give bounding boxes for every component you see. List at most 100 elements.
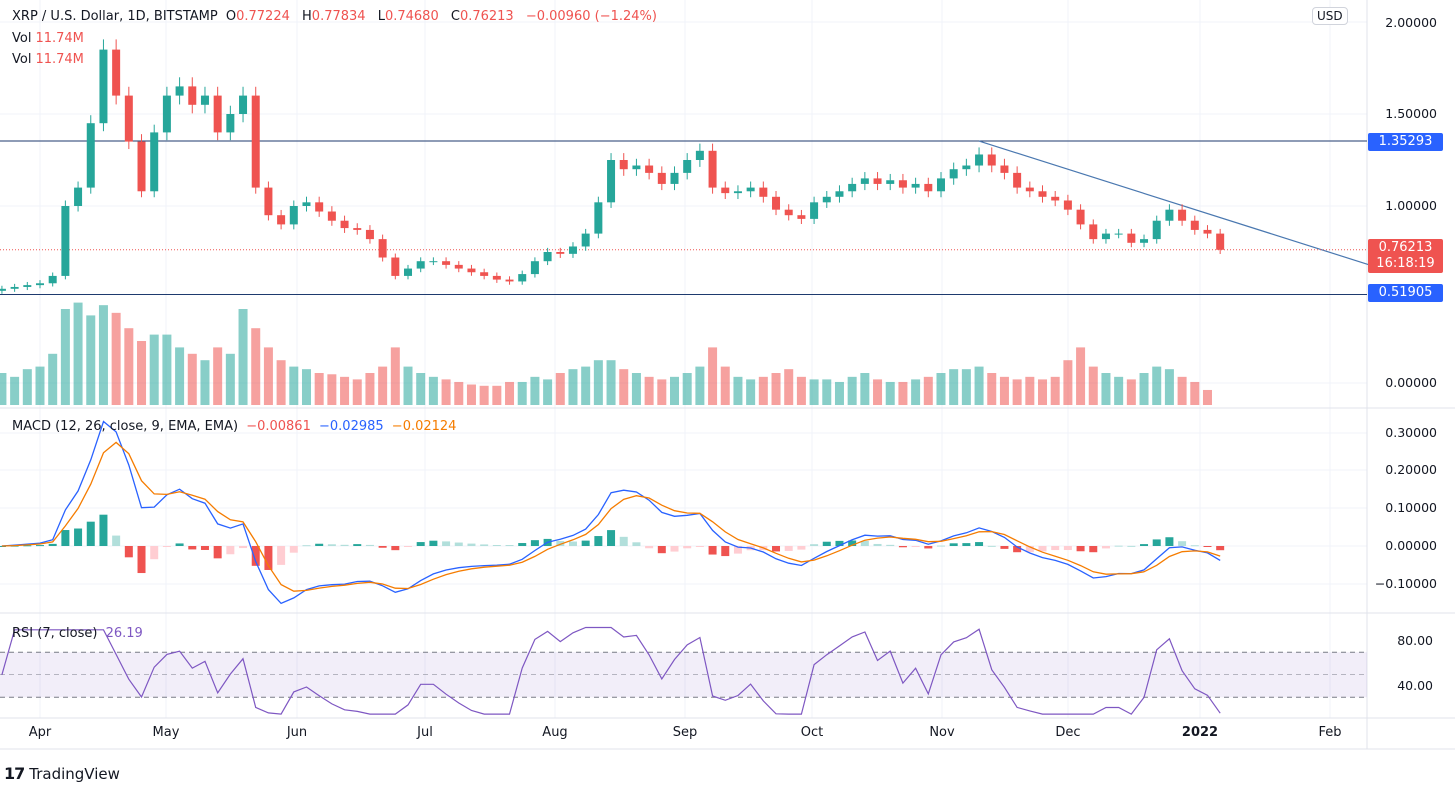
macd-histogram-bar (733, 546, 742, 554)
macd-histogram-bar (378, 546, 387, 548)
candle (505, 276, 514, 285)
macd-histogram-bar (886, 544, 895, 546)
macd-histogram-bar (873, 543, 882, 546)
price-tick: 2.00000 (1385, 15, 1437, 30)
volume-bar (631, 373, 641, 405)
volume-bar (911, 379, 921, 405)
candle (1203, 225, 1212, 239)
candle (708, 143, 717, 194)
candle (1013, 166, 1022, 194)
candle-body (645, 165, 654, 173)
candle (543, 247, 552, 266)
macd-histogram-bar (898, 546, 907, 548)
candle (657, 166, 666, 191)
candle-body (137, 141, 146, 192)
candle (404, 264, 413, 280)
ohlc-open: O0.77224 (226, 9, 294, 24)
macd-histogram-bar (36, 545, 44, 547)
volume-bar (555, 373, 565, 405)
candle (1178, 204, 1187, 226)
macd-histogram-bar (835, 540, 844, 546)
high-label: H (302, 9, 312, 24)
volume-bar (22, 369, 32, 405)
macd-histogram-bar (683, 546, 692, 549)
tradingview-logo[interactable]: 17 TradingView (4, 764, 120, 783)
candle (315, 196, 324, 217)
candle (721, 181, 730, 200)
candle (810, 196, 819, 225)
vol-value: 11.74M (35, 31, 84, 46)
candle-body (505, 279, 514, 282)
macd-histogram-bar (467, 543, 476, 546)
candle (518, 270, 527, 285)
volume-bar (149, 334, 159, 405)
candle-body (454, 264, 463, 269)
macd-histogram-bar (353, 544, 362, 546)
macd-histogram-bar (975, 542, 984, 546)
candle (619, 153, 628, 176)
candle-body (594, 202, 603, 234)
macd-histogram-bar (442, 541, 451, 546)
volume-bar (340, 376, 350, 405)
time-tick: 2022 (1181, 725, 1219, 740)
macd-line-value: −0.02985 (319, 419, 384, 434)
candle-body (936, 178, 945, 192)
low-label: L (377, 9, 385, 24)
candle-body (74, 187, 83, 206)
macd-histogram-bar (784, 546, 793, 551)
macd-histogram-bar (480, 544, 489, 546)
macd-histogram-bar (200, 546, 209, 550)
macd-histogram-bar (721, 546, 730, 557)
macd-histogram-bar (213, 546, 222, 559)
volume-bar (466, 384, 476, 405)
macd-histogram-bar (949, 543, 958, 546)
candle-body (835, 191, 844, 197)
candle-body (898, 180, 907, 188)
macd-histogram-bar (607, 530, 616, 546)
macd-histogram-bar (619, 536, 628, 546)
volume-bar (1177, 376, 1187, 405)
candle (353, 223, 362, 235)
volume-bar (834, 381, 844, 405)
currency-button[interactable]: USD (1312, 7, 1348, 25)
candle-body (10, 286, 19, 289)
high-value: 0.77834 (311, 9, 366, 24)
volume-bar (771, 373, 781, 405)
candle-body (365, 229, 374, 240)
macd-histogram-bar (1127, 545, 1136, 547)
candle (632, 158, 641, 176)
volume-bar (568, 369, 578, 405)
volume-bar (987, 373, 997, 405)
candle-body (784, 209, 793, 216)
candle (568, 242, 577, 258)
macd-histogram-bar (1114, 545, 1123, 547)
candle-body (733, 191, 742, 194)
candle (86, 115, 95, 194)
candle-body (213, 95, 222, 133)
resistance-price-tag: 1.35293 (1368, 133, 1443, 151)
candle (1101, 228, 1110, 244)
volume-bar (1114, 376, 1124, 405)
macd-histogram-bar (1025, 546, 1034, 553)
candle-body (23, 285, 32, 287)
macd-legend: MACD (12, 26, close, 9, EMA, EMA) −0.008… (12, 419, 460, 434)
macd-histogram-bar (1190, 545, 1199, 547)
macd-histogram-bar (670, 546, 679, 552)
candle (1165, 204, 1174, 226)
volume-bar (124, 328, 134, 405)
candle (873, 172, 882, 191)
volume-bar (644, 376, 654, 405)
candle-body (200, 95, 209, 105)
volume-bar (1012, 379, 1022, 405)
macd-histogram-bar (289, 546, 298, 553)
macd-histogram-bar (327, 544, 336, 546)
candle (936, 172, 945, 198)
price-tick: 1.50000 (1385, 106, 1437, 121)
volume-bar (822, 379, 832, 405)
candle-body (1190, 220, 1199, 230)
time-tick: Nov (929, 725, 955, 740)
brand-name: TradingView (29, 764, 120, 783)
macd-histogram-bar (365, 544, 374, 546)
volume-bar (619, 369, 629, 405)
